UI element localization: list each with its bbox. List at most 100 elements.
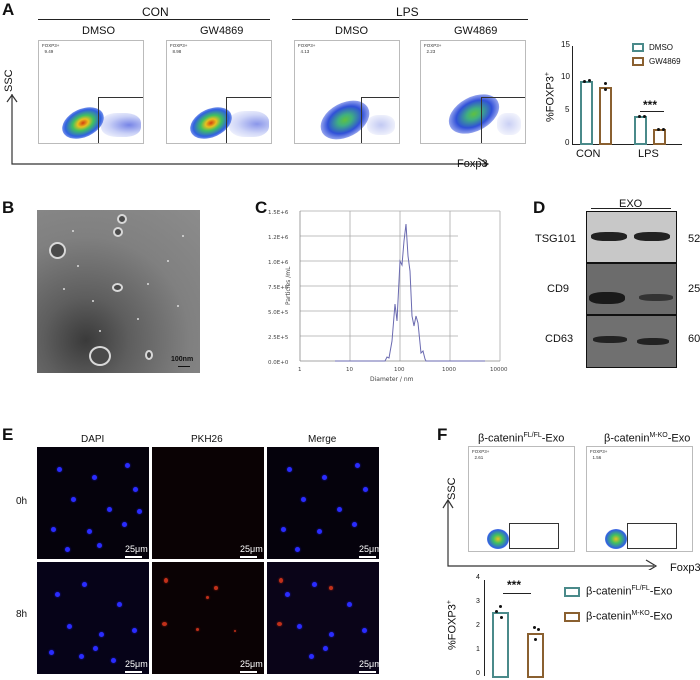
bar-mko xyxy=(527,633,544,678)
blot-tsg101 xyxy=(586,211,677,263)
scale-label: 25μm xyxy=(125,544,148,554)
foxp3-gate xyxy=(98,97,143,143)
flow-plot-con-gw4869: FOXP3+ 8.98 xyxy=(166,40,272,144)
flow-plot-mko: FOXP3+ 1.56 xyxy=(586,446,693,552)
panel-e-letter: E xyxy=(2,425,14,444)
ytick: 10 xyxy=(561,72,570,81)
svg-text:1.0E+6: 1.0E+6 xyxy=(268,260,289,266)
svg-text:0.0E+0: 0.0E+0 xyxy=(268,360,289,366)
ytick: 0 xyxy=(565,138,570,147)
gated-population xyxy=(101,113,141,137)
foxp3-gate xyxy=(627,523,677,549)
svg-text:10000: 10000 xyxy=(490,367,508,373)
flow-plot-fl: FOXP3+ 2.61 xyxy=(468,446,575,552)
legend-label-fl: β-cateninFL/FL-Exo xyxy=(586,585,673,598)
gated-population xyxy=(367,115,395,135)
svg-text:1.5E+6: 1.5E+6 xyxy=(268,210,289,216)
gate-text: FOXP3+ 2.23 xyxy=(424,43,442,54)
ytick: 3 xyxy=(476,598,480,605)
a-axis-arrows xyxy=(6,94,490,166)
image-8h-pkh26: 25μm xyxy=(152,562,264,674)
image-0h-merge: 25μm xyxy=(267,447,379,559)
ytick: 0 xyxy=(476,670,480,677)
scale-label: 25μm xyxy=(359,659,379,669)
foxp3-gate xyxy=(481,97,525,143)
cell-population xyxy=(487,529,509,549)
legend-swatch-fl xyxy=(564,587,580,597)
row-label-8h: 8h xyxy=(16,609,28,620)
blot-cd63 xyxy=(586,315,677,368)
scale-bar xyxy=(240,556,257,558)
blot-label-tsg101: TSG101 xyxy=(535,233,576,245)
legend-label-mko: β-cateninM-KO-Exo xyxy=(586,610,673,623)
nta-chart: 1.5E+6 1.2E+6 1.0E+6 7.5E+5 5.0E+5 2.5E+… xyxy=(258,205,508,390)
svg-text:Particles /mL: Particles /mL xyxy=(285,266,292,305)
group-line-con xyxy=(38,19,270,20)
cond-label-con-gw4869: GW4869 xyxy=(200,25,244,37)
svg-text:Diameter / nm: Diameter / nm xyxy=(370,376,414,383)
gate-text: FOXP3+ 8.98 xyxy=(170,43,188,54)
blot-kda-cd63: 60 xyxy=(688,333,700,345)
col-label-merge: Merge xyxy=(308,434,337,445)
legend-swatch-dmso xyxy=(632,43,644,52)
svg-text:10: 10 xyxy=(346,367,353,373)
col-label-dapi: DAPI xyxy=(81,434,105,445)
cond-label-lps-dmso: DMSO xyxy=(335,25,368,37)
ytick: 2 xyxy=(476,622,480,629)
group-line-lps xyxy=(292,19,528,20)
flow-plot-lps-dmso: FOXP3+ 4.13 xyxy=(294,40,400,144)
cond-label-lps-gw4869: GW4869 xyxy=(454,25,498,37)
legend-swatch-gw4869 xyxy=(632,57,644,66)
scale-bar xyxy=(125,556,142,558)
band xyxy=(591,232,627,241)
x-axis xyxy=(572,144,682,145)
band xyxy=(639,294,673,301)
svg-text:1.2E+6: 1.2E+6 xyxy=(268,235,289,241)
group-label-con: CON xyxy=(142,5,169,19)
scale-label: 25μm xyxy=(240,659,263,669)
blot-label-cd9: CD9 xyxy=(547,283,570,295)
ytick: 5 xyxy=(565,105,570,114)
svg-text:1: 1 xyxy=(298,367,302,373)
significance-stars: *** xyxy=(507,578,522,592)
flow-plot-lps-gw4869: FOXP3+ 2.23 xyxy=(420,40,526,144)
image-0h-pkh26: 25μm xyxy=(152,447,264,559)
vesicle xyxy=(89,346,111,366)
row-label-0h: 0h xyxy=(16,496,28,507)
col-label-pkh26: PKH26 xyxy=(191,434,223,445)
band xyxy=(593,336,627,343)
panel-f-letter: F xyxy=(437,425,448,444)
f-bar-chart: %FOXP3+ 4 3 2 1 0 *** β-cateninFL/FL-Exo… xyxy=(446,574,698,680)
gate-text: FOXP3+ 1.56 xyxy=(590,449,608,460)
panel-c-letter: C xyxy=(255,198,268,217)
flow-plot-con-dmso: FOXP3+ 9.49 xyxy=(38,40,144,144)
vesicle xyxy=(49,242,66,259)
vesicle xyxy=(145,350,153,360)
foxp3-gate xyxy=(361,97,399,143)
bar-con-dmso xyxy=(580,81,593,145)
f-axis-arrows xyxy=(442,498,658,570)
gated-population xyxy=(229,111,269,137)
image-0h-dapi: 25μm xyxy=(37,447,149,559)
svg-text:1000: 1000 xyxy=(442,367,456,373)
image-8h-merge: 25μm xyxy=(267,562,379,674)
foxp3-gate xyxy=(226,97,271,143)
legend-swatch-mko xyxy=(564,612,580,622)
legend-label-dmso: DMSO xyxy=(649,43,673,52)
panel-a-letter: A xyxy=(2,0,15,19)
blot-kda-tsg101: 52 xyxy=(688,233,700,245)
gated-population xyxy=(497,113,521,135)
significance-line xyxy=(503,593,531,594)
tem-image: 100nm xyxy=(37,210,200,373)
a-x-axis-label: Foxp3 xyxy=(457,158,488,170)
f-x-axis-label: Foxp3 xyxy=(670,562,700,574)
gate-text: FOXP3+ 4.13 xyxy=(298,43,316,54)
ytick: 15 xyxy=(561,40,570,49)
tem-scale-label: 100nm xyxy=(171,356,194,363)
xtick-lps: LPS xyxy=(638,148,659,160)
scale-bar xyxy=(359,556,376,558)
group-label-lps: LPS xyxy=(396,5,419,19)
nta-chart-svg: 1.5E+6 1.2E+6 1.0E+6 7.5E+5 5.0E+5 2.5E+… xyxy=(268,210,508,383)
vesicle xyxy=(112,283,123,292)
gate-text: FOXP3+ 2.61 xyxy=(472,449,490,460)
